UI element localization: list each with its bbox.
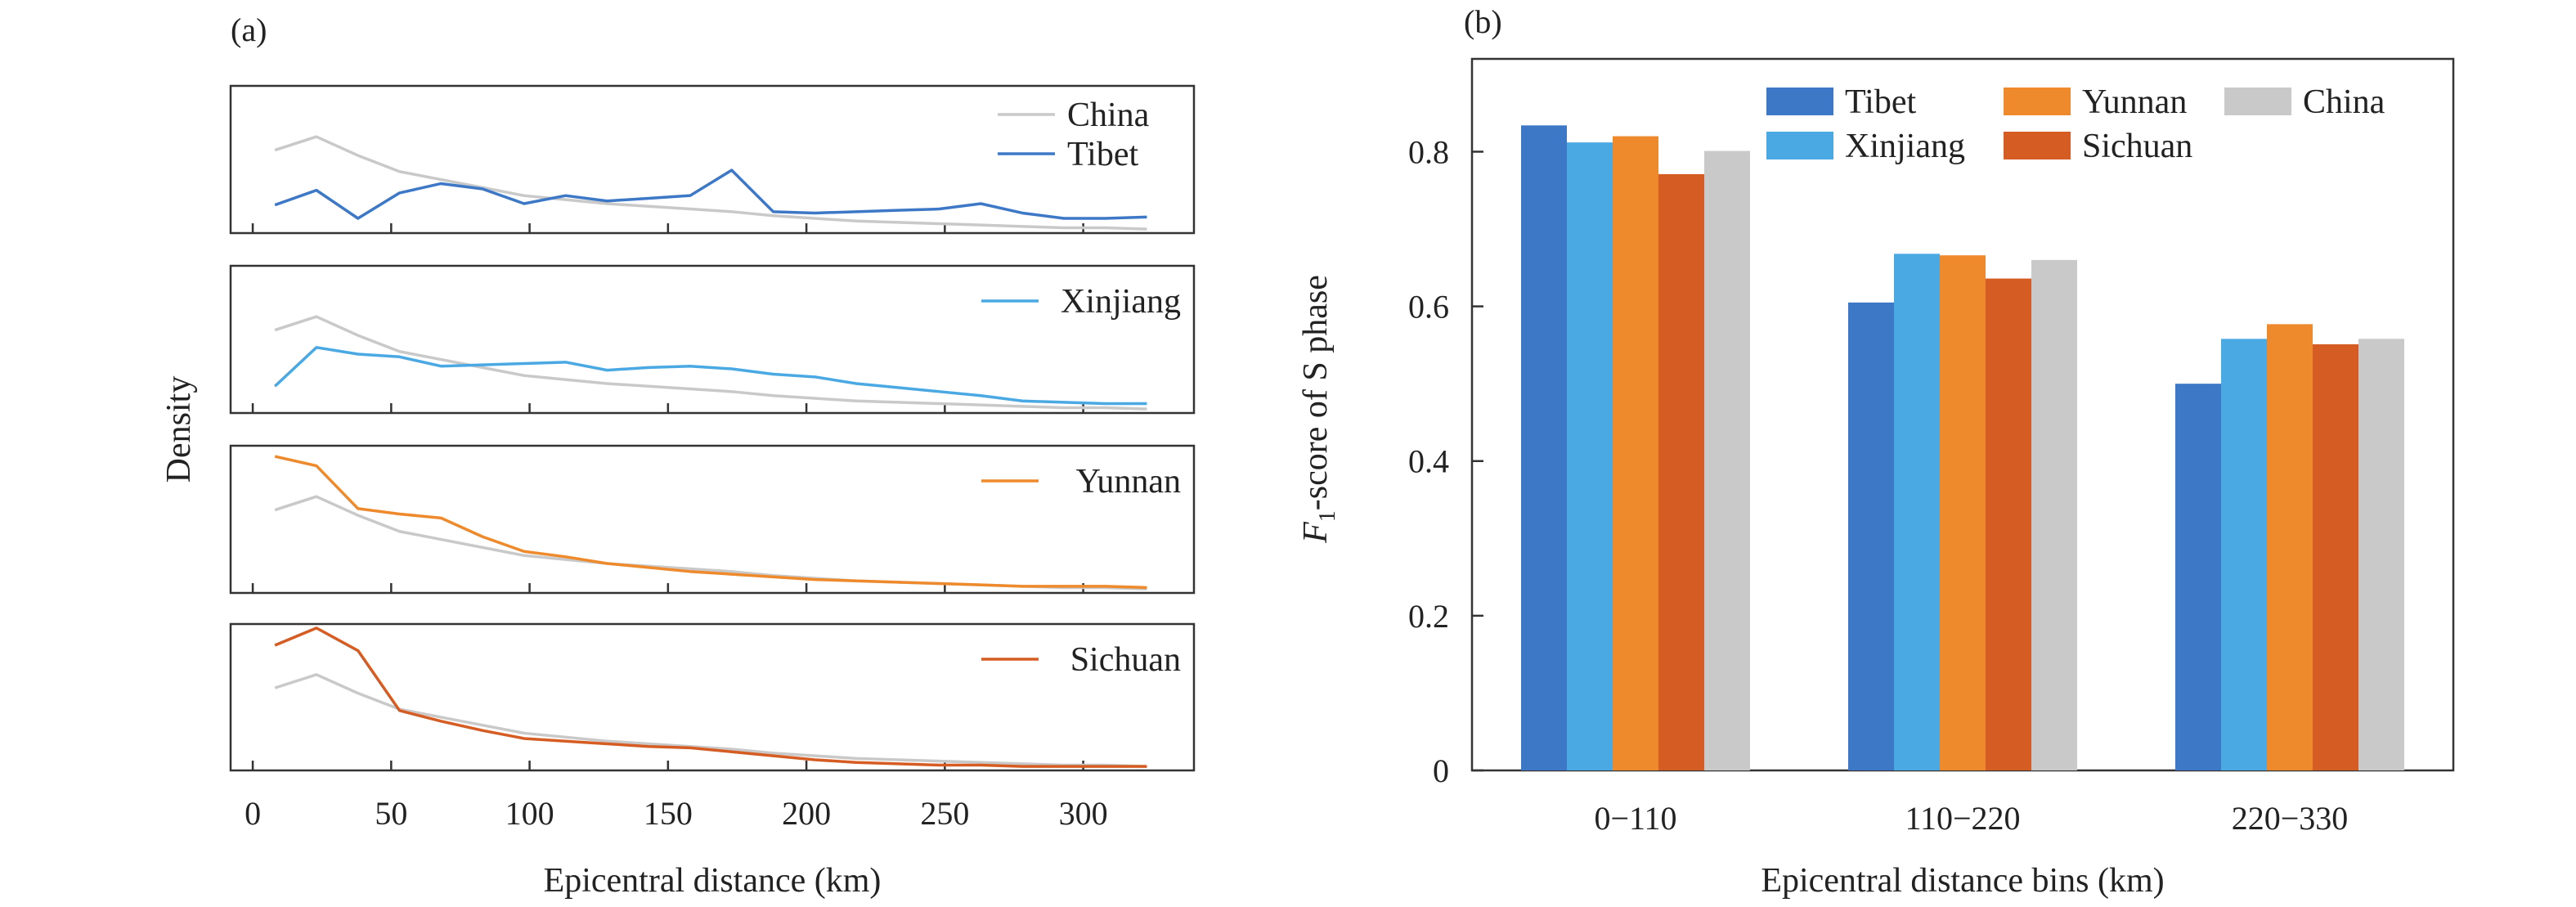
x-tick-label: 150 — [644, 795, 693, 832]
china-density-line — [274, 135, 1147, 231]
x-tick-label: 50 — [375, 795, 407, 832]
x-axis-title: Epicentral distance (km) — [544, 862, 882, 900]
x-tick-label: 110−220 — [1905, 800, 2020, 837]
panel-b-bar-chart: 0 0.2 0.4 0.6 0.8 0−110 110−220 220−330 Tibet Xin… — [1297, 57, 2455, 900]
legend-label-xinjiang: Xinjiang — [1061, 283, 1181, 321]
bar-yunnan — [1940, 255, 1986, 770]
legend-label-yunnan: Yunnan — [2082, 83, 2187, 121]
legend-swatch-sichuan — [2004, 132, 2071, 159]
subplot-frame — [229, 444, 1196, 595]
legend-label-china: China — [1067, 97, 1150, 134]
bar-sichuan — [1986, 278, 2031, 771]
bar-yunnan — [2267, 324, 2313, 770]
bar-xinjiang — [2221, 339, 2267, 771]
bar-china — [2031, 259, 2077, 770]
x-tick-label: 200 — [782, 795, 831, 832]
legend-swatch-yunnan — [2004, 88, 2071, 115]
panel-a-label: (a) — [231, 11, 267, 48]
legend-swatch-china — [2224, 88, 2291, 115]
legend-label-yunnan: Yunnan — [1076, 463, 1181, 501]
y-axis-title: Density — [160, 376, 198, 483]
legend-swatch-xinjiang — [1766, 132, 1833, 159]
y-axis-title-f: F — [1297, 522, 1335, 544]
y-axis-title: F1-score of S phase — [1297, 275, 1340, 544]
china-density-line — [274, 673, 1147, 768]
bar-tibet — [1521, 125, 1567, 771]
x-tick-label: 100 — [505, 795, 554, 832]
y-tick-label: 0.2 — [1408, 598, 1449, 635]
subplot-frame — [229, 622, 1196, 772]
y-tick-label: 0.6 — [1408, 289, 1449, 326]
panel-b-label: (b) — [1464, 3, 1502, 40]
legend-label-tibet: Tibet — [1067, 136, 1138, 173]
tibet-density-line — [274, 168, 1147, 220]
subplot-frame — [229, 264, 1196, 415]
legend-swatch-tibet — [1766, 88, 1833, 115]
legend-label-xinjiang: Xinjiang — [1845, 128, 1965, 165]
subplot-sichuan: Sichuan — [229, 622, 1196, 772]
x-axis-title: Epicentral distance bins (km) — [1761, 862, 2164, 900]
legend-label-sichuan: Sichuan — [1070, 641, 1181, 679]
yunnan-density-line — [274, 455, 1147, 590]
china-density-line — [274, 315, 1147, 411]
y-tick-label: 0.4 — [1408, 443, 1449, 480]
subplot-xinjiang: Xinjiang — [229, 264, 1196, 415]
sichuan-density-line — [274, 626, 1147, 768]
x-tick-label: 250 — [920, 795, 969, 832]
x-tick-label: 220−330 — [2232, 800, 2349, 837]
china-density-line — [274, 495, 1147, 590]
x-tick-label: 0 — [245, 795, 261, 832]
legend-label-china: China — [2303, 83, 2385, 121]
x-tick-label: 0−110 — [1594, 800, 1676, 837]
y-tick-label: 0 — [1433, 752, 1449, 789]
legend-label-tibet: Tibet — [1845, 83, 1916, 121]
bar-xinjiang — [1567, 142, 1613, 770]
bar-tibet — [1848, 302, 1894, 770]
bar-xinjiang — [1894, 254, 1940, 771]
bar-yunnan — [1613, 136, 1658, 771]
legend-label-sichuan: Sichuan — [2082, 128, 2192, 165]
x-tick-label: 300 — [1059, 795, 1108, 832]
y-axis-title-subscript: 1 — [1315, 510, 1340, 522]
y-axis-title-rest: -score of S phase — [1297, 275, 1335, 510]
subplot-frame — [229, 84, 1196, 235]
subplot-yunnan: Yunnan — [229, 444, 1196, 595]
xinjiang-density-line — [273, 346, 1147, 406]
y-tick-label: 0.8 — [1408, 133, 1449, 170]
bar-tibet — [2175, 384, 2221, 770]
bar-sichuan — [1658, 173, 1704, 771]
bar-china — [2358, 339, 2404, 771]
bar-china — [1704, 150, 1750, 771]
bar-sichuan — [2313, 343, 2358, 770]
